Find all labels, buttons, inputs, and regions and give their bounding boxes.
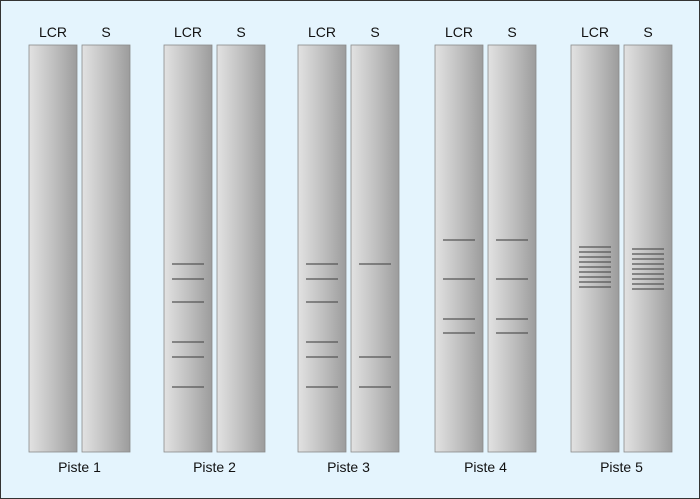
lane-header-lcr: LCR xyxy=(39,24,67,40)
lane-header-s: S xyxy=(370,24,379,40)
piste-group: LCR S Piste 5 xyxy=(570,24,673,475)
gel-lane xyxy=(81,44,131,453)
lane-header-lcr: LCR xyxy=(308,24,336,40)
gel-lane xyxy=(163,44,213,453)
gel-lane xyxy=(28,44,78,453)
lane-header-s: S xyxy=(101,24,110,40)
piste-label: Piste 5 xyxy=(600,459,643,475)
lane-header-lcr: LCR xyxy=(581,24,609,40)
lane-header-s: S xyxy=(236,24,245,40)
piste-group: LCR S Piste 1 xyxy=(28,24,131,475)
piste-label: Piste 2 xyxy=(193,459,236,475)
gel-lane xyxy=(216,44,266,453)
lane-header-lcr: LCR xyxy=(445,24,473,40)
piste-group: LCR S Piste 4 xyxy=(434,24,537,475)
lane-header-s: S xyxy=(507,24,516,40)
gel-lane xyxy=(487,44,537,453)
piste-label: Piste 3 xyxy=(327,459,370,475)
gel-lane xyxy=(434,44,484,453)
gel-lane xyxy=(350,44,400,453)
gel-lane xyxy=(570,44,620,453)
lane-header-s: S xyxy=(643,24,652,40)
piste-label: Piste 4 xyxy=(464,459,507,475)
gel-lane xyxy=(297,44,347,453)
piste-group: LCR S Piste 2 xyxy=(163,24,266,475)
piste-label: Piste 1 xyxy=(58,459,101,475)
lane-header-lcr: LCR xyxy=(174,24,202,40)
piste-group: LCR S Piste 3 xyxy=(297,24,400,475)
